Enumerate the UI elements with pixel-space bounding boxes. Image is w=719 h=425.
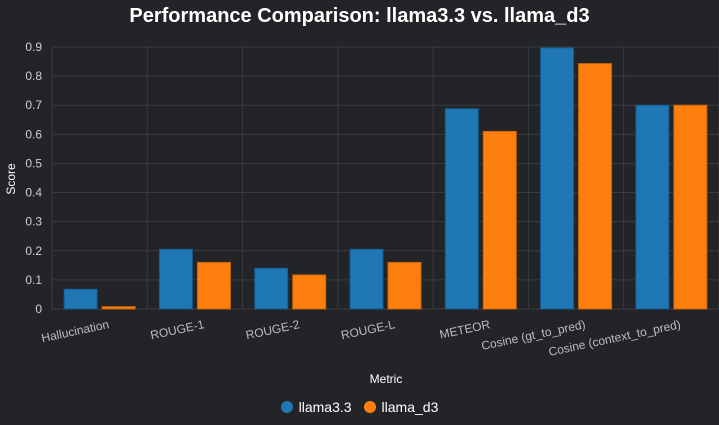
y-tick-label: 0.8 xyxy=(25,69,42,83)
y-tick-label: 0.6 xyxy=(25,127,42,141)
y-tick-label: 0.2 xyxy=(25,244,42,258)
x-tick-label: ROUGE-2 xyxy=(244,317,301,342)
bar-llama3.3-1 xyxy=(158,248,193,310)
bar-llama3.3-2 xyxy=(254,267,289,310)
x-tick-label: Hallucination xyxy=(40,317,110,345)
legend: llama3.3 llama_d3 xyxy=(0,399,719,415)
y-tick-label: 0.7 xyxy=(25,98,42,112)
bar-llama_d3-5 xyxy=(578,63,613,310)
y-tick-label: 0.9 xyxy=(25,40,42,54)
legend-item-llama3.3[interactable]: llama3.3 xyxy=(280,399,352,415)
bar-llama_d3-3 xyxy=(387,261,422,310)
bar-llama_d3-2 xyxy=(292,274,327,310)
bar-llama_d3-4 xyxy=(482,130,517,310)
x-tick-label: ROUGE-L xyxy=(340,317,397,342)
bar-llama3.3-3 xyxy=(349,248,384,310)
bars-layer xyxy=(63,47,708,310)
legend-label: llama3.3 xyxy=(298,399,352,415)
legend-label: llama_d3 xyxy=(381,399,439,415)
bar-llama3.3-5 xyxy=(540,47,575,310)
bar-llama_d3-0 xyxy=(101,306,136,310)
bar-llama3.3-0 xyxy=(63,288,98,310)
y-axis-title: Score xyxy=(4,163,18,195)
x-axis-title: Metric xyxy=(370,372,403,386)
bar-llama3.3-4 xyxy=(444,108,479,310)
y-tick-label: 0 xyxy=(35,302,42,316)
y-tick-label: 0.1 xyxy=(25,273,42,287)
x-tick-label: ROUGE-1 xyxy=(149,317,206,342)
bar-llama3.3-6 xyxy=(635,104,670,310)
y-tick-label: 0.4 xyxy=(25,186,42,200)
bar-llama_d3-1 xyxy=(196,261,231,310)
chart-title: Performance Comparison: llama3.3 vs. lla… xyxy=(129,5,590,27)
grid-layer xyxy=(51,46,719,310)
legend-item-llama_d3[interactable]: llama_d3 xyxy=(363,399,439,415)
y-tick-label: 0.5 xyxy=(25,156,42,170)
bar-llama_d3-6 xyxy=(673,104,708,310)
legend-swatch xyxy=(280,401,293,413)
y-tick-label: 0.3 xyxy=(25,215,42,229)
legend-swatch xyxy=(363,401,376,413)
